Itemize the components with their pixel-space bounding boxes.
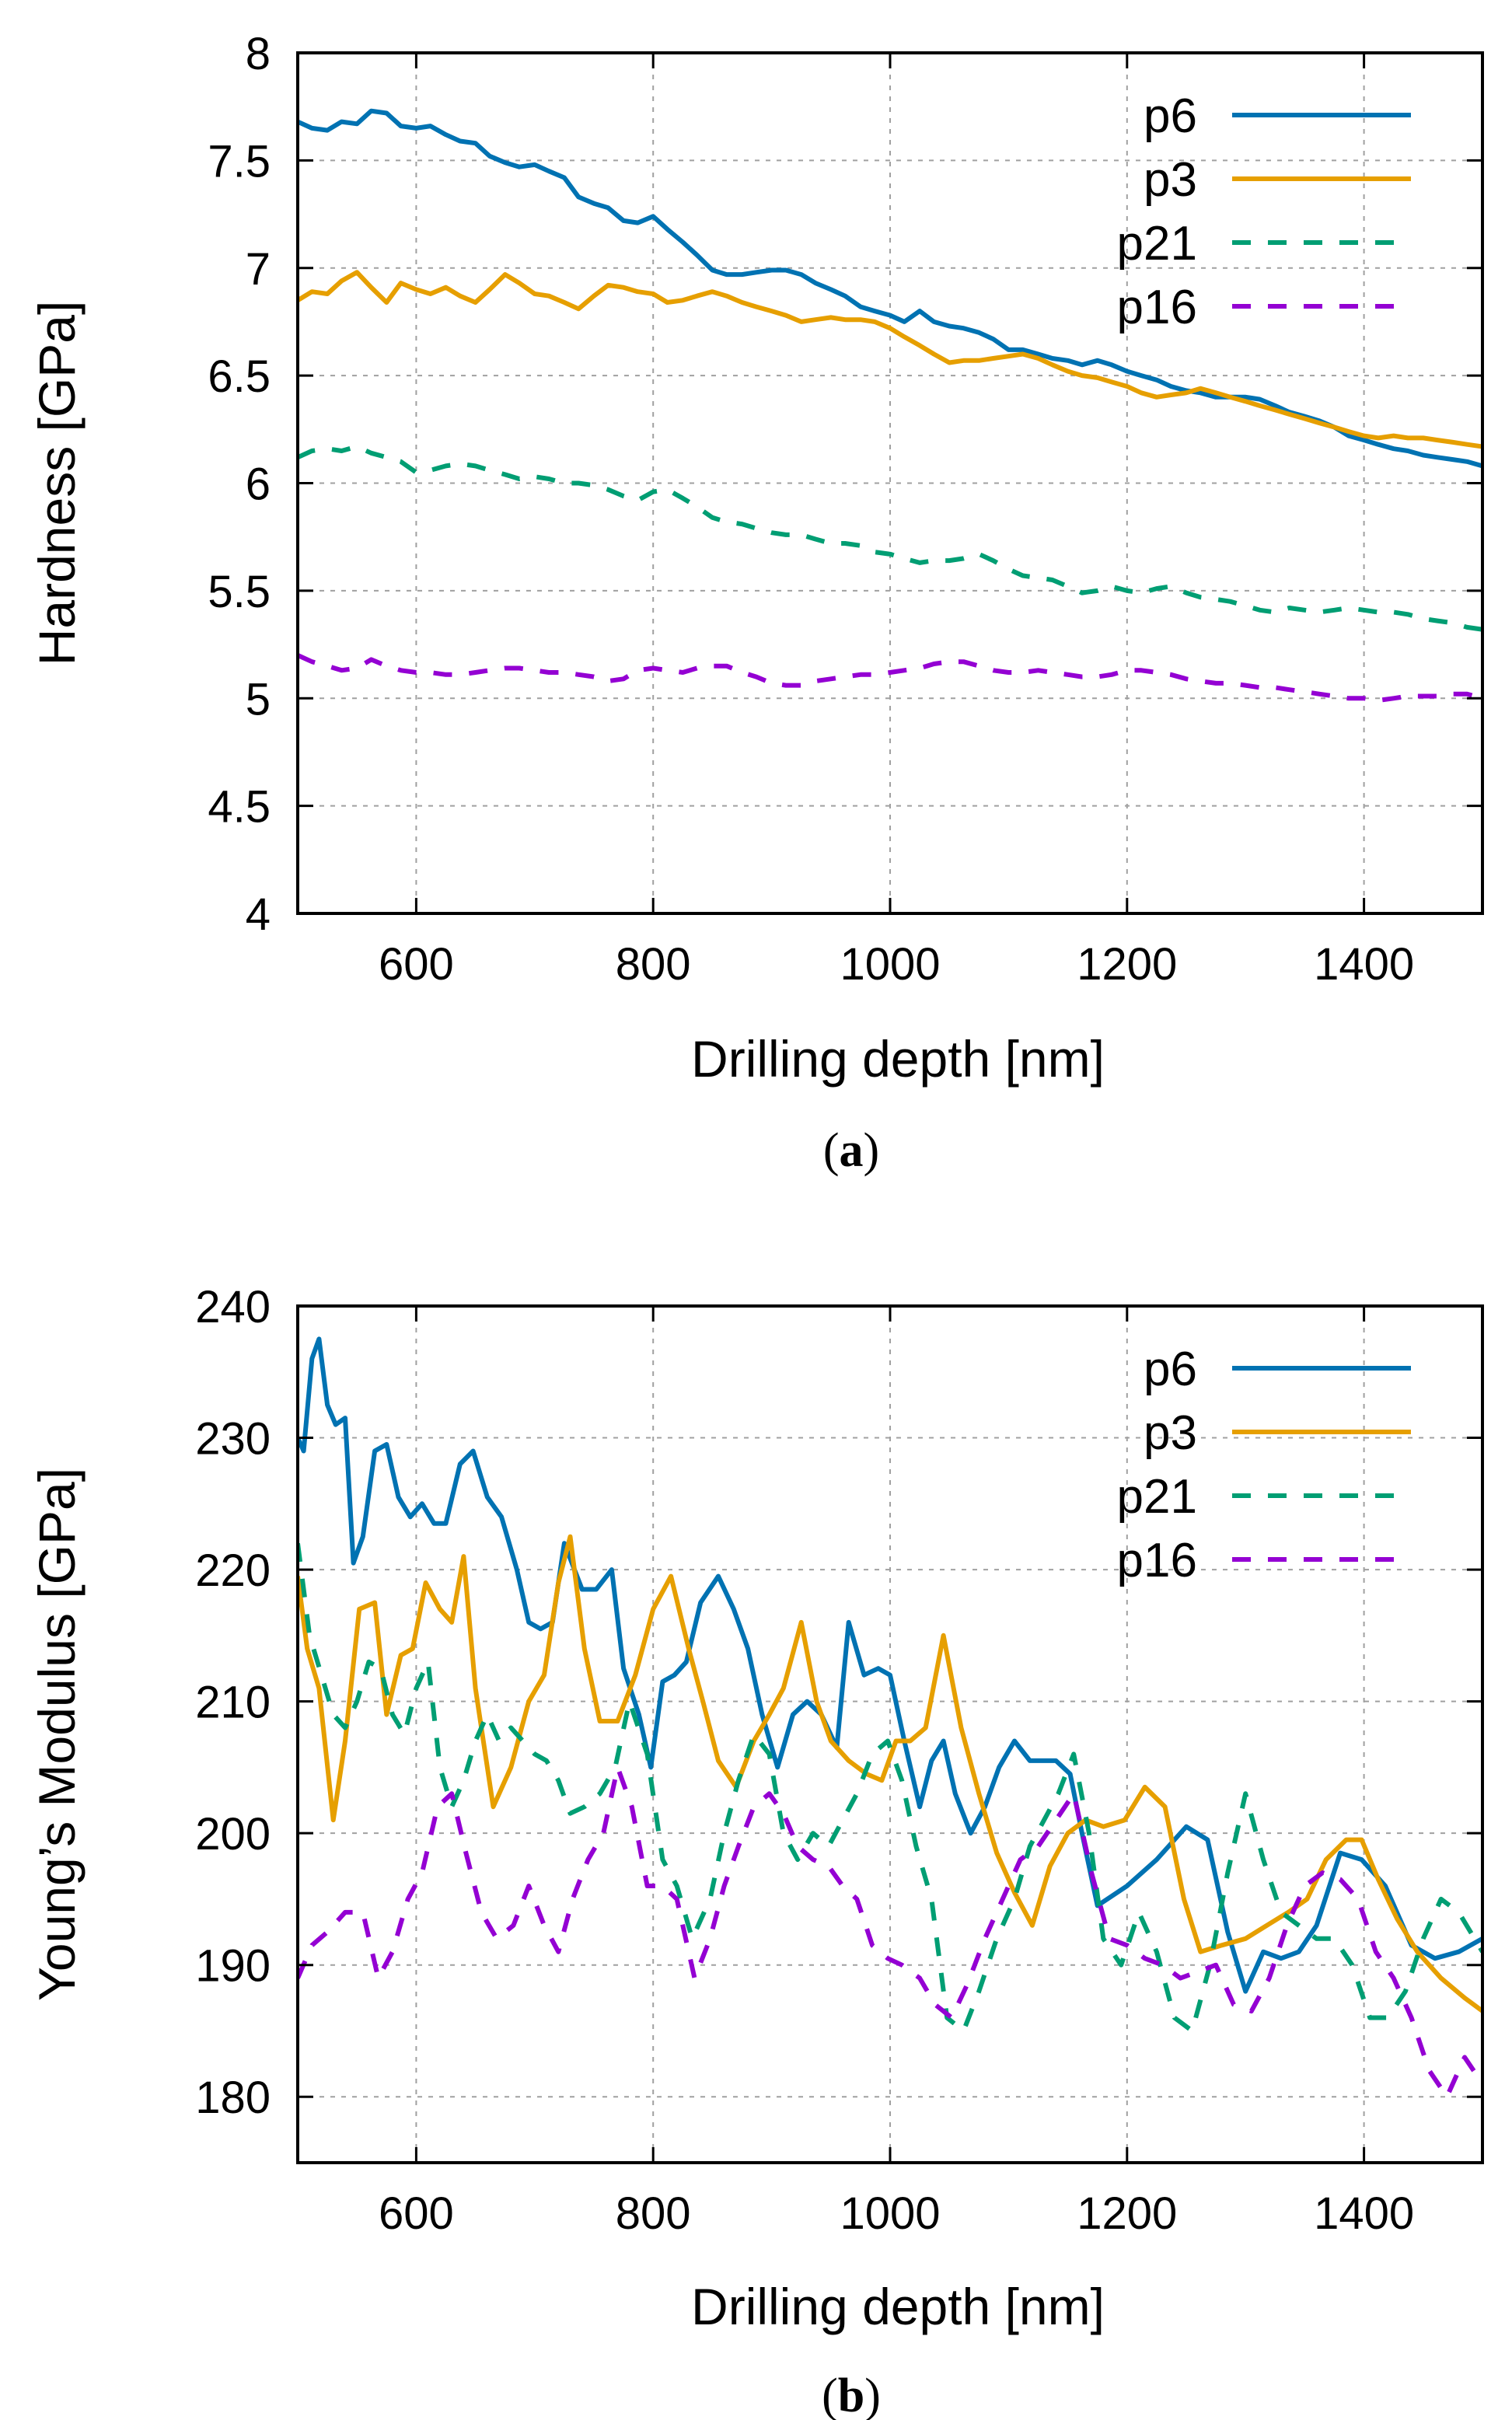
x-axis-label: Drilling depth [nm] (691, 2278, 1105, 2335)
x-axis-label: Drilling depth [nm] (691, 1030, 1105, 1088)
y-tick-label: 240 (195, 1282, 271, 1332)
legend-label-p3: p3 (1144, 153, 1197, 207)
y-tick-label: 180 (195, 2073, 271, 2123)
y-tick-label: 5.5 (208, 567, 271, 617)
series-line-p16 (298, 653, 1482, 703)
y-tick-label: 190 (195, 1941, 271, 1992)
series-group (298, 1336, 1482, 2100)
panel-caption: (b) (822, 2369, 881, 2420)
x-tick-label: 600 (379, 939, 454, 990)
y-tick-label: 7.5 (208, 136, 271, 187)
series-line-p3 (298, 270, 1482, 449)
legend-label-p6: p6 (1144, 89, 1197, 143)
y-tick-label: 220 (195, 1545, 271, 1596)
y-tick-label: 230 (195, 1414, 271, 1465)
y-tick-label: 8 (246, 29, 271, 79)
series-group (298, 108, 1482, 703)
x-tick-label: 800 (616, 2188, 691, 2239)
legend-label-p6: p6 (1144, 1343, 1197, 1396)
series-line-p21 (298, 444, 1482, 632)
y-tick-label: 200 (195, 1809, 271, 1860)
legend-label-p21: p21 (1117, 217, 1197, 271)
legend-label-p21: p21 (1117, 1470, 1197, 1524)
legend-label-p16: p16 (1117, 281, 1197, 334)
y-axis-label: Hardness [GPa] (28, 301, 86, 666)
x-tick-label: 1400 (1314, 2188, 1414, 2239)
y-tick-label: 5 (246, 674, 271, 725)
grid-lines (298, 1306, 1482, 2163)
y-tick-label: 6.5 (208, 351, 271, 402)
y-tick-label: 6 (246, 459, 271, 510)
series-line-p21 (298, 1542, 1482, 2034)
x-tick-label: 1400 (1314, 939, 1414, 990)
y-tick-label: 4.5 (208, 782, 271, 833)
legend-label-p3: p3 (1144, 1406, 1197, 1460)
series-line-p6 (298, 108, 1482, 469)
x-tick-label: 1000 (840, 2188, 940, 2239)
y-tick-label: 210 (195, 1678, 271, 1728)
x-tick-label: 1200 (1077, 939, 1177, 990)
series-line-p6 (298, 1336, 1482, 1994)
legend: p6 p3 p21 p16 (1117, 1343, 1411, 1587)
y-axis-label: Young’s Modulus [GPa] (28, 1468, 86, 2001)
panel-a-hardness: 600 800 1000 1200 1400 4 4.5 5 5.5 6 6.5 7 7.5 8 Drill… (28, 29, 1484, 1177)
y-tick-label: 4 (246, 889, 271, 940)
x-tick-label: 1200 (1077, 2188, 1177, 2239)
x-tick-label: 600 (379, 2188, 454, 2239)
series-line-p3 (298, 1534, 1482, 2013)
panel-b-youngs-modulus: 600 800 1000 1200 1400 180 190 200 210 220 230 240 D… (28, 1282, 1484, 2420)
x-tick-label: 1000 (840, 939, 940, 990)
legend: p6 p3 p21 p16 (1117, 89, 1411, 334)
grid-lines (298, 53, 1482, 913)
legend-label-p16: p16 (1117, 1534, 1197, 1587)
y-tick-label: 7 (246, 244, 271, 295)
x-tick-label: 800 (616, 939, 691, 990)
panel-caption: (a) (823, 1124, 879, 1177)
